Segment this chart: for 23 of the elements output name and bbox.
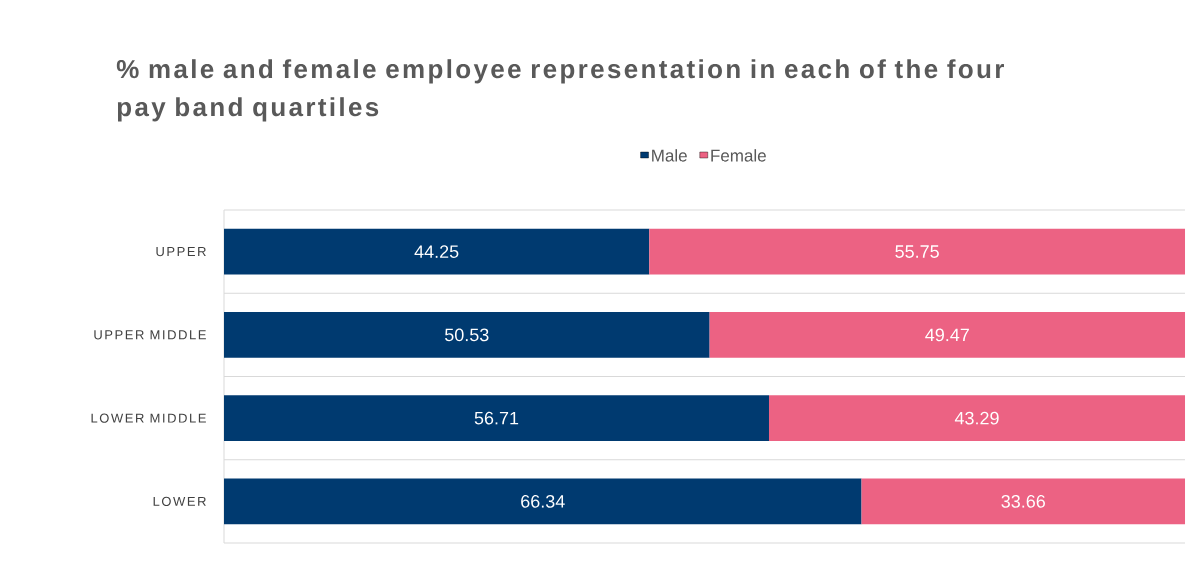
- data-label: 33.66: [1001, 495, 1045, 508]
- legend-label: Male: [652, 149, 687, 162]
- y-tick-label: LOWER MIDDLE: [91, 413, 206, 423]
- y-tick-label: LOWER: [153, 496, 206, 506]
- data-label: 66.34: [521, 495, 565, 508]
- bar: [224, 228, 650, 275]
- chart-title: % male and female employee representation in each of the four pay band quartiles: [116, 59, 1004, 122]
- bar: [224, 395, 769, 442]
- bar: [861, 478, 1186, 525]
- data-label: 50.53: [445, 328, 489, 342]
- bar: [649, 228, 1186, 275]
- data-label: 55.75: [895, 245, 939, 258]
- bar: [224, 311, 710, 358]
- bar: [768, 395, 1186, 442]
- data-label: 56.71: [474, 411, 519, 425]
- y-tick-label: UPPER: [156, 247, 206, 257]
- y-tick-label: UPPER MIDDLE: [94, 330, 206, 340]
- bar: [709, 311, 1186, 358]
- data-label: 49.47: [925, 328, 969, 342]
- bar: [224, 478, 862, 525]
- data-label: 44.25: [414, 245, 459, 258]
- data-label: 43.29: [954, 411, 999, 425]
- legend-label: Female: [711, 149, 766, 162]
